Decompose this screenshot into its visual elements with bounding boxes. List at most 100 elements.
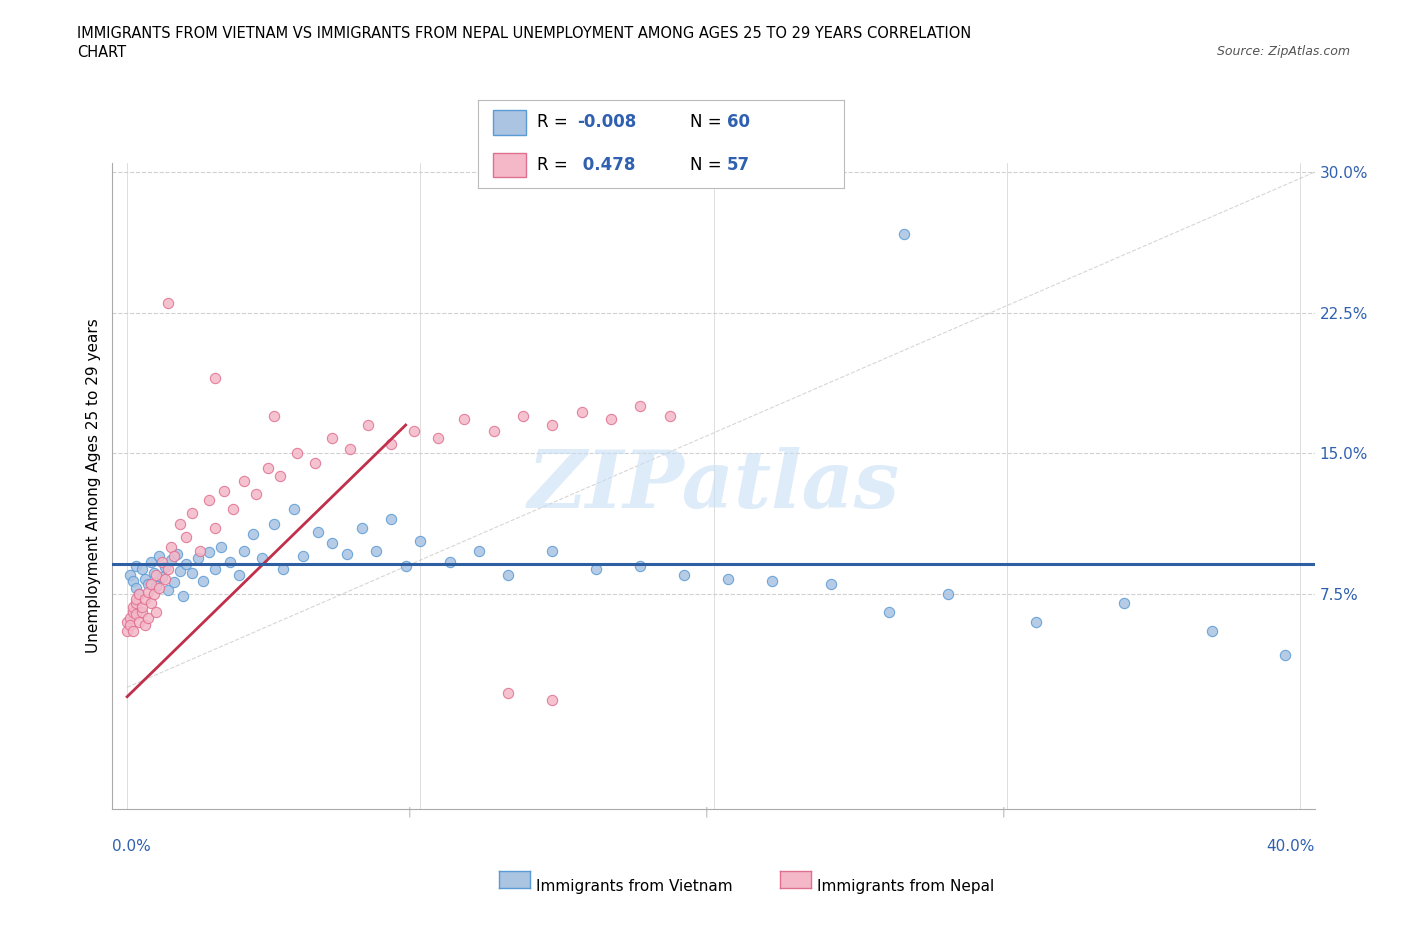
Point (128, 615, 150, 630)
Point (120, 611, 142, 626)
Point (148, 549, 170, 564)
Text: -0.008: -0.008 (576, 113, 636, 131)
Point (263, 517, 285, 532)
Point (541, 543, 564, 558)
Point (628, 399, 651, 414)
Point (717, 571, 740, 586)
Text: 60: 60 (727, 113, 749, 131)
Point (150, 569, 173, 584)
Point (356, 418, 378, 432)
Point (204, 371, 226, 386)
Text: IMMIGRANTS FROM VIETNAM VS IMMIGRANTS FROM NEPAL UNEMPLOYMENT AMONG AGES 25 TO 2: IMMIGRANTS FROM VIETNAM VS IMMIGRANTS FR… (77, 26, 972, 41)
Point (136, 577, 159, 591)
Text: 0.0%: 0.0% (112, 839, 152, 854)
Point (131, 562, 153, 577)
Point (134, 591, 156, 606)
Point (893, 227, 915, 242)
Point (190, 543, 212, 558)
Point (263, 408, 285, 423)
Point (380, 436, 402, 451)
Point (125, 580, 148, 595)
Point (292, 549, 315, 564)
Point (193, 573, 215, 588)
Point (336, 547, 359, 562)
Point (150, 554, 173, 569)
Point (426, 431, 449, 445)
Point (304, 455, 326, 470)
Text: |: | (704, 806, 709, 817)
Point (148, 580, 170, 595)
Point (163, 549, 186, 564)
Point (628, 558, 651, 573)
Point (512, 408, 534, 423)
Point (122, 599, 145, 614)
Text: CHART: CHART (77, 45, 127, 60)
Text: N =: N = (690, 156, 727, 174)
Point (233, 543, 256, 558)
Point (157, 296, 180, 311)
Point (186, 551, 208, 565)
Point (222, 502, 245, 517)
Text: Immigrants from Nepal: Immigrants from Nepal (817, 879, 994, 894)
Point (125, 606, 148, 621)
Text: ZIPatlas: ZIPatlas (527, 447, 900, 525)
Point (453, 412, 475, 427)
Text: 40.0%: 40.0% (1267, 839, 1315, 854)
Point (285, 445, 308, 460)
Point (122, 573, 145, 588)
Point (115, 624, 138, 639)
Point (145, 567, 167, 582)
Point (228, 567, 250, 582)
Point (233, 473, 256, 488)
Point (122, 624, 145, 639)
Point (879, 604, 901, 619)
Point (136, 584, 159, 599)
Point (498, 685, 520, 700)
Point (600, 412, 623, 427)
Text: R =: R = (537, 113, 572, 131)
Point (218, 554, 240, 569)
Point (128, 586, 150, 601)
Text: 57: 57 (727, 156, 749, 174)
Point (128, 586, 150, 601)
FancyBboxPatch shape (492, 153, 526, 178)
Point (409, 534, 432, 549)
Point (269, 468, 291, 483)
Point (125, 591, 148, 606)
Point (761, 573, 783, 588)
Point (115, 615, 138, 630)
Point (209, 539, 232, 554)
Text: |: | (1001, 806, 1005, 817)
Text: Immigrants from Vietnam: Immigrants from Vietnam (536, 879, 733, 894)
Point (439, 554, 461, 569)
Point (174, 556, 197, 571)
Point (271, 562, 294, 577)
Point (1274, 648, 1296, 663)
Point (198, 545, 221, 560)
Point (120, 618, 142, 633)
Y-axis label: Unemployment Among Ages 25 to 29 years: Unemployment Among Ages 25 to 29 years (86, 319, 101, 653)
Point (155, 571, 177, 586)
Point (198, 493, 221, 508)
Point (350, 521, 373, 536)
Point (498, 567, 520, 582)
Point (245, 487, 267, 502)
Point (160, 539, 183, 554)
Point (157, 562, 180, 577)
Point (541, 418, 564, 432)
Point (125, 558, 148, 573)
Point (134, 618, 156, 633)
Point (157, 582, 180, 597)
Point (131, 599, 153, 614)
FancyBboxPatch shape (492, 110, 526, 135)
Point (339, 442, 361, 457)
Point (395, 558, 418, 573)
Point (468, 543, 491, 558)
Point (936, 586, 959, 601)
Point (142, 565, 165, 580)
Point (180, 565, 202, 580)
Point (658, 408, 681, 423)
Point (1025, 615, 1047, 630)
Point (160, 552, 183, 567)
Text: 0.478: 0.478 (576, 156, 636, 174)
